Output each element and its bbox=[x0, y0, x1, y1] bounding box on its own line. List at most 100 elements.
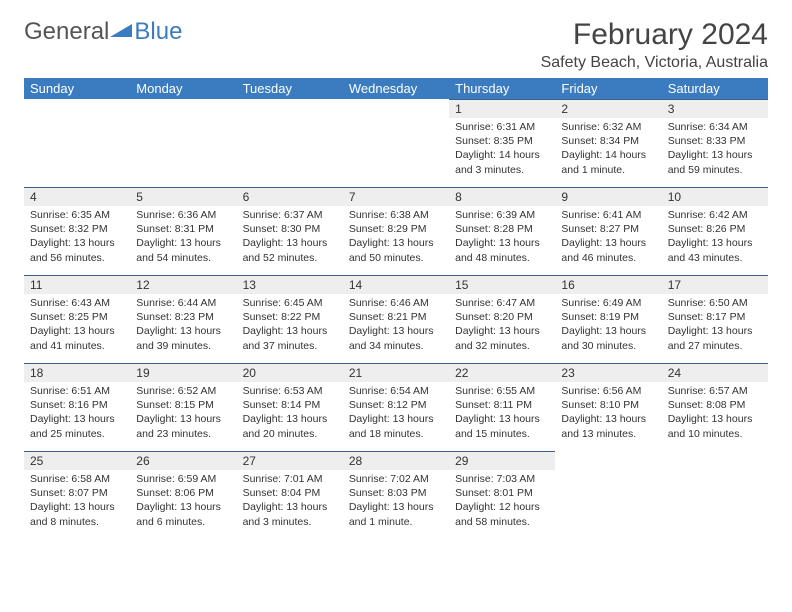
logo-triangle-icon bbox=[110, 18, 132, 46]
daylight-text-2: and 13 minutes. bbox=[561, 427, 655, 441]
calendar-cell: 20Sunrise: 6:53 AMSunset: 8:14 PMDayligh… bbox=[237, 363, 343, 451]
calendar-cell: 24Sunrise: 6:57 AMSunset: 8:08 PMDayligh… bbox=[662, 363, 768, 451]
sunset-text: Sunset: 8:21 PM bbox=[349, 310, 443, 324]
daylight-text-1: Daylight: 13 hours bbox=[668, 324, 762, 338]
daylight-text-1: Daylight: 13 hours bbox=[243, 236, 337, 250]
day-info: Sunrise: 7:02 AMSunset: 8:03 PMDaylight:… bbox=[343, 470, 449, 533]
daylight-text-2: and 15 minutes. bbox=[455, 427, 549, 441]
day-info: Sunrise: 6:42 AMSunset: 8:26 PMDaylight:… bbox=[662, 206, 768, 269]
day-number: 25 bbox=[24, 451, 130, 470]
calendar-cell: 10Sunrise: 6:42 AMSunset: 8:26 PMDayligh… bbox=[662, 187, 768, 275]
sunrise-text: Sunrise: 6:38 AM bbox=[349, 208, 443, 222]
calendar-cell: 9Sunrise: 6:41 AMSunset: 8:27 PMDaylight… bbox=[555, 187, 661, 275]
calendar-week: 1Sunrise: 6:31 AMSunset: 8:35 PMDaylight… bbox=[24, 99, 768, 187]
daylight-text-2: and 48 minutes. bbox=[455, 251, 549, 265]
calendar-cell: 25Sunrise: 6:58 AMSunset: 8:07 PMDayligh… bbox=[24, 451, 130, 539]
sunset-text: Sunset: 8:11 PM bbox=[455, 398, 549, 412]
day-info: Sunrise: 6:32 AMSunset: 8:34 PMDaylight:… bbox=[555, 118, 661, 181]
daylight-text-2: and 10 minutes. bbox=[668, 427, 762, 441]
day-info: Sunrise: 6:54 AMSunset: 8:12 PMDaylight:… bbox=[343, 382, 449, 445]
daylight-text-2: and 41 minutes. bbox=[30, 339, 124, 353]
calendar-cell bbox=[343, 99, 449, 187]
day-info: Sunrise: 6:38 AMSunset: 8:29 PMDaylight:… bbox=[343, 206, 449, 269]
day-info: Sunrise: 6:45 AMSunset: 8:22 PMDaylight:… bbox=[237, 294, 343, 357]
sunrise-text: Sunrise: 6:57 AM bbox=[668, 384, 762, 398]
daylight-text-1: Daylight: 13 hours bbox=[561, 236, 655, 250]
sunrise-text: Sunrise: 7:03 AM bbox=[455, 472, 549, 486]
day-info: Sunrise: 6:47 AMSunset: 8:20 PMDaylight:… bbox=[449, 294, 555, 357]
daylight-text-2: and 59 minutes. bbox=[668, 163, 762, 177]
daylight-text-1: Daylight: 13 hours bbox=[668, 148, 762, 162]
sunset-text: Sunset: 8:16 PM bbox=[30, 398, 124, 412]
day-number: 23 bbox=[555, 363, 661, 382]
col-saturday: Saturday bbox=[662, 78, 768, 99]
day-info: Sunrise: 6:34 AMSunset: 8:33 PMDaylight:… bbox=[662, 118, 768, 181]
day-info: Sunrise: 6:44 AMSunset: 8:23 PMDaylight:… bbox=[130, 294, 236, 357]
day-info: Sunrise: 6:59 AMSunset: 8:06 PMDaylight:… bbox=[130, 470, 236, 533]
daylight-text-2: and 23 minutes. bbox=[136, 427, 230, 441]
sunrise-text: Sunrise: 6:44 AM bbox=[136, 296, 230, 310]
daylight-text-1: Daylight: 13 hours bbox=[243, 500, 337, 514]
calendar-cell bbox=[662, 451, 768, 539]
daylight-text-2: and 1 minute. bbox=[561, 163, 655, 177]
day-number: 28 bbox=[343, 451, 449, 470]
sunrise-text: Sunrise: 6:50 AM bbox=[668, 296, 762, 310]
calendar-cell: 27Sunrise: 7:01 AMSunset: 8:04 PMDayligh… bbox=[237, 451, 343, 539]
sunrise-text: Sunrise: 7:02 AM bbox=[349, 472, 443, 486]
day-number: 13 bbox=[237, 275, 343, 294]
day-number: 10 bbox=[662, 187, 768, 206]
calendar-cell bbox=[24, 99, 130, 187]
calendar-week: 18Sunrise: 6:51 AMSunset: 8:16 PMDayligh… bbox=[24, 363, 768, 451]
calendar-cell: 16Sunrise: 6:49 AMSunset: 8:19 PMDayligh… bbox=[555, 275, 661, 363]
calendar-cell: 19Sunrise: 6:52 AMSunset: 8:15 PMDayligh… bbox=[130, 363, 236, 451]
sunset-text: Sunset: 8:17 PM bbox=[668, 310, 762, 324]
daylight-text-1: Daylight: 13 hours bbox=[455, 412, 549, 426]
calendar-cell: 7Sunrise: 6:38 AMSunset: 8:29 PMDaylight… bbox=[343, 187, 449, 275]
day-info: Sunrise: 6:58 AMSunset: 8:07 PMDaylight:… bbox=[24, 470, 130, 533]
day-info: Sunrise: 6:50 AMSunset: 8:17 PMDaylight:… bbox=[662, 294, 768, 357]
daylight-text-1: Daylight: 13 hours bbox=[30, 324, 124, 338]
calendar-cell: 22Sunrise: 6:55 AMSunset: 8:11 PMDayligh… bbox=[449, 363, 555, 451]
sunrise-text: Sunrise: 6:54 AM bbox=[349, 384, 443, 398]
calendar-cell: 12Sunrise: 6:44 AMSunset: 8:23 PMDayligh… bbox=[130, 275, 236, 363]
sunset-text: Sunset: 8:31 PM bbox=[136, 222, 230, 236]
daylight-text-1: Daylight: 14 hours bbox=[455, 148, 549, 162]
location: Safety Beach, Victoria, Australia bbox=[541, 54, 768, 72]
header-row: General Blue February 2024 Safety Beach,… bbox=[24, 18, 768, 72]
sunrise-text: Sunrise: 6:45 AM bbox=[243, 296, 337, 310]
sunrise-text: Sunrise: 6:34 AM bbox=[668, 120, 762, 134]
sunrise-text: Sunrise: 6:32 AM bbox=[561, 120, 655, 134]
daylight-text-1: Daylight: 13 hours bbox=[455, 236, 549, 250]
daylight-text-2: and 18 minutes. bbox=[349, 427, 443, 441]
calendar-cell: 3Sunrise: 6:34 AMSunset: 8:33 PMDaylight… bbox=[662, 99, 768, 187]
calendar-week: 11Sunrise: 6:43 AMSunset: 8:25 PMDayligh… bbox=[24, 275, 768, 363]
sunset-text: Sunset: 8:01 PM bbox=[455, 486, 549, 500]
calendar-cell: 17Sunrise: 6:50 AMSunset: 8:17 PMDayligh… bbox=[662, 275, 768, 363]
daylight-text-2: and 54 minutes. bbox=[136, 251, 230, 265]
day-number: 11 bbox=[24, 275, 130, 294]
daylight-text-2: and 46 minutes. bbox=[561, 251, 655, 265]
sunrise-text: Sunrise: 6:39 AM bbox=[455, 208, 549, 222]
calendar-cell: 26Sunrise: 6:59 AMSunset: 8:06 PMDayligh… bbox=[130, 451, 236, 539]
day-info: Sunrise: 6:49 AMSunset: 8:19 PMDaylight:… bbox=[555, 294, 661, 357]
col-sunday: Sunday bbox=[24, 78, 130, 99]
sunset-text: Sunset: 8:04 PM bbox=[243, 486, 337, 500]
daylight-text-1: Daylight: 13 hours bbox=[30, 500, 124, 514]
day-number: 18 bbox=[24, 363, 130, 382]
logo-word2: Blue bbox=[134, 18, 182, 46]
sunset-text: Sunset: 8:25 PM bbox=[30, 310, 124, 324]
daylight-text-1: Daylight: 13 hours bbox=[136, 236, 230, 250]
sunset-text: Sunset: 8:27 PM bbox=[561, 222, 655, 236]
sunset-text: Sunset: 8:26 PM bbox=[668, 222, 762, 236]
daylight-text-2: and 58 minutes. bbox=[455, 515, 549, 529]
sunrise-text: Sunrise: 6:47 AM bbox=[455, 296, 549, 310]
day-info: Sunrise: 6:56 AMSunset: 8:10 PMDaylight:… bbox=[555, 382, 661, 445]
title-block: February 2024 Safety Beach, Victoria, Au… bbox=[541, 18, 768, 72]
day-number: 14 bbox=[343, 275, 449, 294]
sunrise-text: Sunrise: 6:46 AM bbox=[349, 296, 443, 310]
daylight-text-2: and 3 minutes. bbox=[455, 163, 549, 177]
calendar-cell: 18Sunrise: 6:51 AMSunset: 8:16 PMDayligh… bbox=[24, 363, 130, 451]
logo: General Blue bbox=[24, 18, 182, 46]
daylight-text-1: Daylight: 12 hours bbox=[455, 500, 549, 514]
daylight-text-1: Daylight: 13 hours bbox=[30, 412, 124, 426]
